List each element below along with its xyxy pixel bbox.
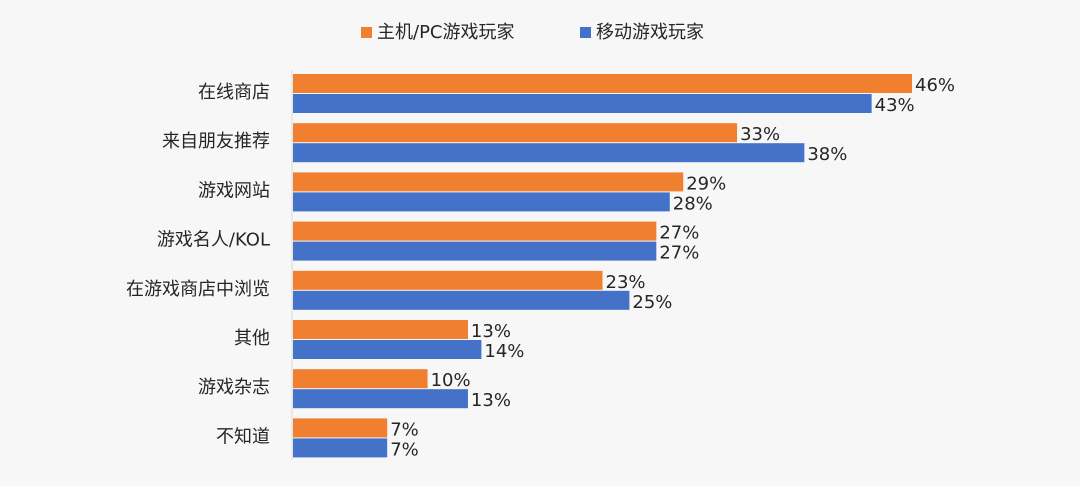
bar-1-2 (293, 192, 670, 212)
bar-1-1 (293, 143, 805, 163)
value-label-0-4: 23% (606, 272, 646, 293)
value-labels: 46%43%33%38%29%28%27%27%23%25%13%14%10%1… (390, 75, 955, 460)
value-label-1-4: 25% (632, 292, 672, 313)
value-label-0-3: 27% (659, 223, 699, 244)
value-label-0-5: 13% (471, 321, 511, 342)
value-label-0-7: 7% (390, 419, 419, 440)
value-label-1-7: 7% (390, 439, 419, 460)
value-label-0-1: 33% (740, 124, 780, 145)
bar-0-3 (293, 221, 657, 241)
value-label-1-2: 28% (673, 193, 713, 214)
value-label-0-6: 10% (431, 370, 471, 391)
bar-0-6 (293, 369, 428, 389)
value-label-1-0: 43% (875, 95, 915, 116)
legend-label-1: 移动游戏玩家 (596, 22, 704, 43)
bar-0-2 (293, 172, 684, 192)
value-label-0-0: 46% (915, 75, 955, 96)
bar-1-4 (293, 290, 630, 310)
value-label-1-3: 27% (659, 243, 699, 264)
bar-1-6 (293, 389, 468, 409)
category-label-1: 来自朋友推荐 (162, 131, 270, 152)
bar-0-0 (293, 74, 912, 93)
legend-label-0: 主机/PC游戏玩家 (377, 22, 515, 43)
category-label-2: 游戏网站 (198, 180, 270, 201)
bar-1-5 (293, 340, 482, 359)
bar-1-7 (293, 438, 388, 458)
category-label-7: 不知道 (216, 426, 270, 447)
value-label-1-6: 13% (471, 390, 511, 411)
bar-0-7 (293, 418, 388, 438)
category-label-4: 在游戏商店中浏览 (126, 279, 270, 300)
bar-0-4 (293, 270, 603, 290)
bar-0-5 (293, 320, 468, 339)
legend-swatch-1 (580, 27, 591, 38)
category-label-5: 其他 (234, 328, 270, 349)
value-label-1-1: 38% (807, 144, 847, 165)
legend-swatch-0 (361, 27, 372, 38)
bars (293, 74, 912, 458)
category-label-3: 游戏名人/KOL (157, 230, 270, 251)
bar-0-1 (293, 123, 738, 143)
category-label-0: 在线商店 (198, 82, 270, 103)
bar-1-3 (293, 241, 657, 261)
bar-1-0 (293, 94, 872, 113)
value-label-1-5: 14% (484, 341, 524, 362)
category-label-6: 游戏杂志 (198, 377, 270, 398)
value-label-0-2: 29% (686, 173, 726, 194)
legend: 主机/PC游戏玩家 移动游戏玩家 (361, 22, 704, 43)
